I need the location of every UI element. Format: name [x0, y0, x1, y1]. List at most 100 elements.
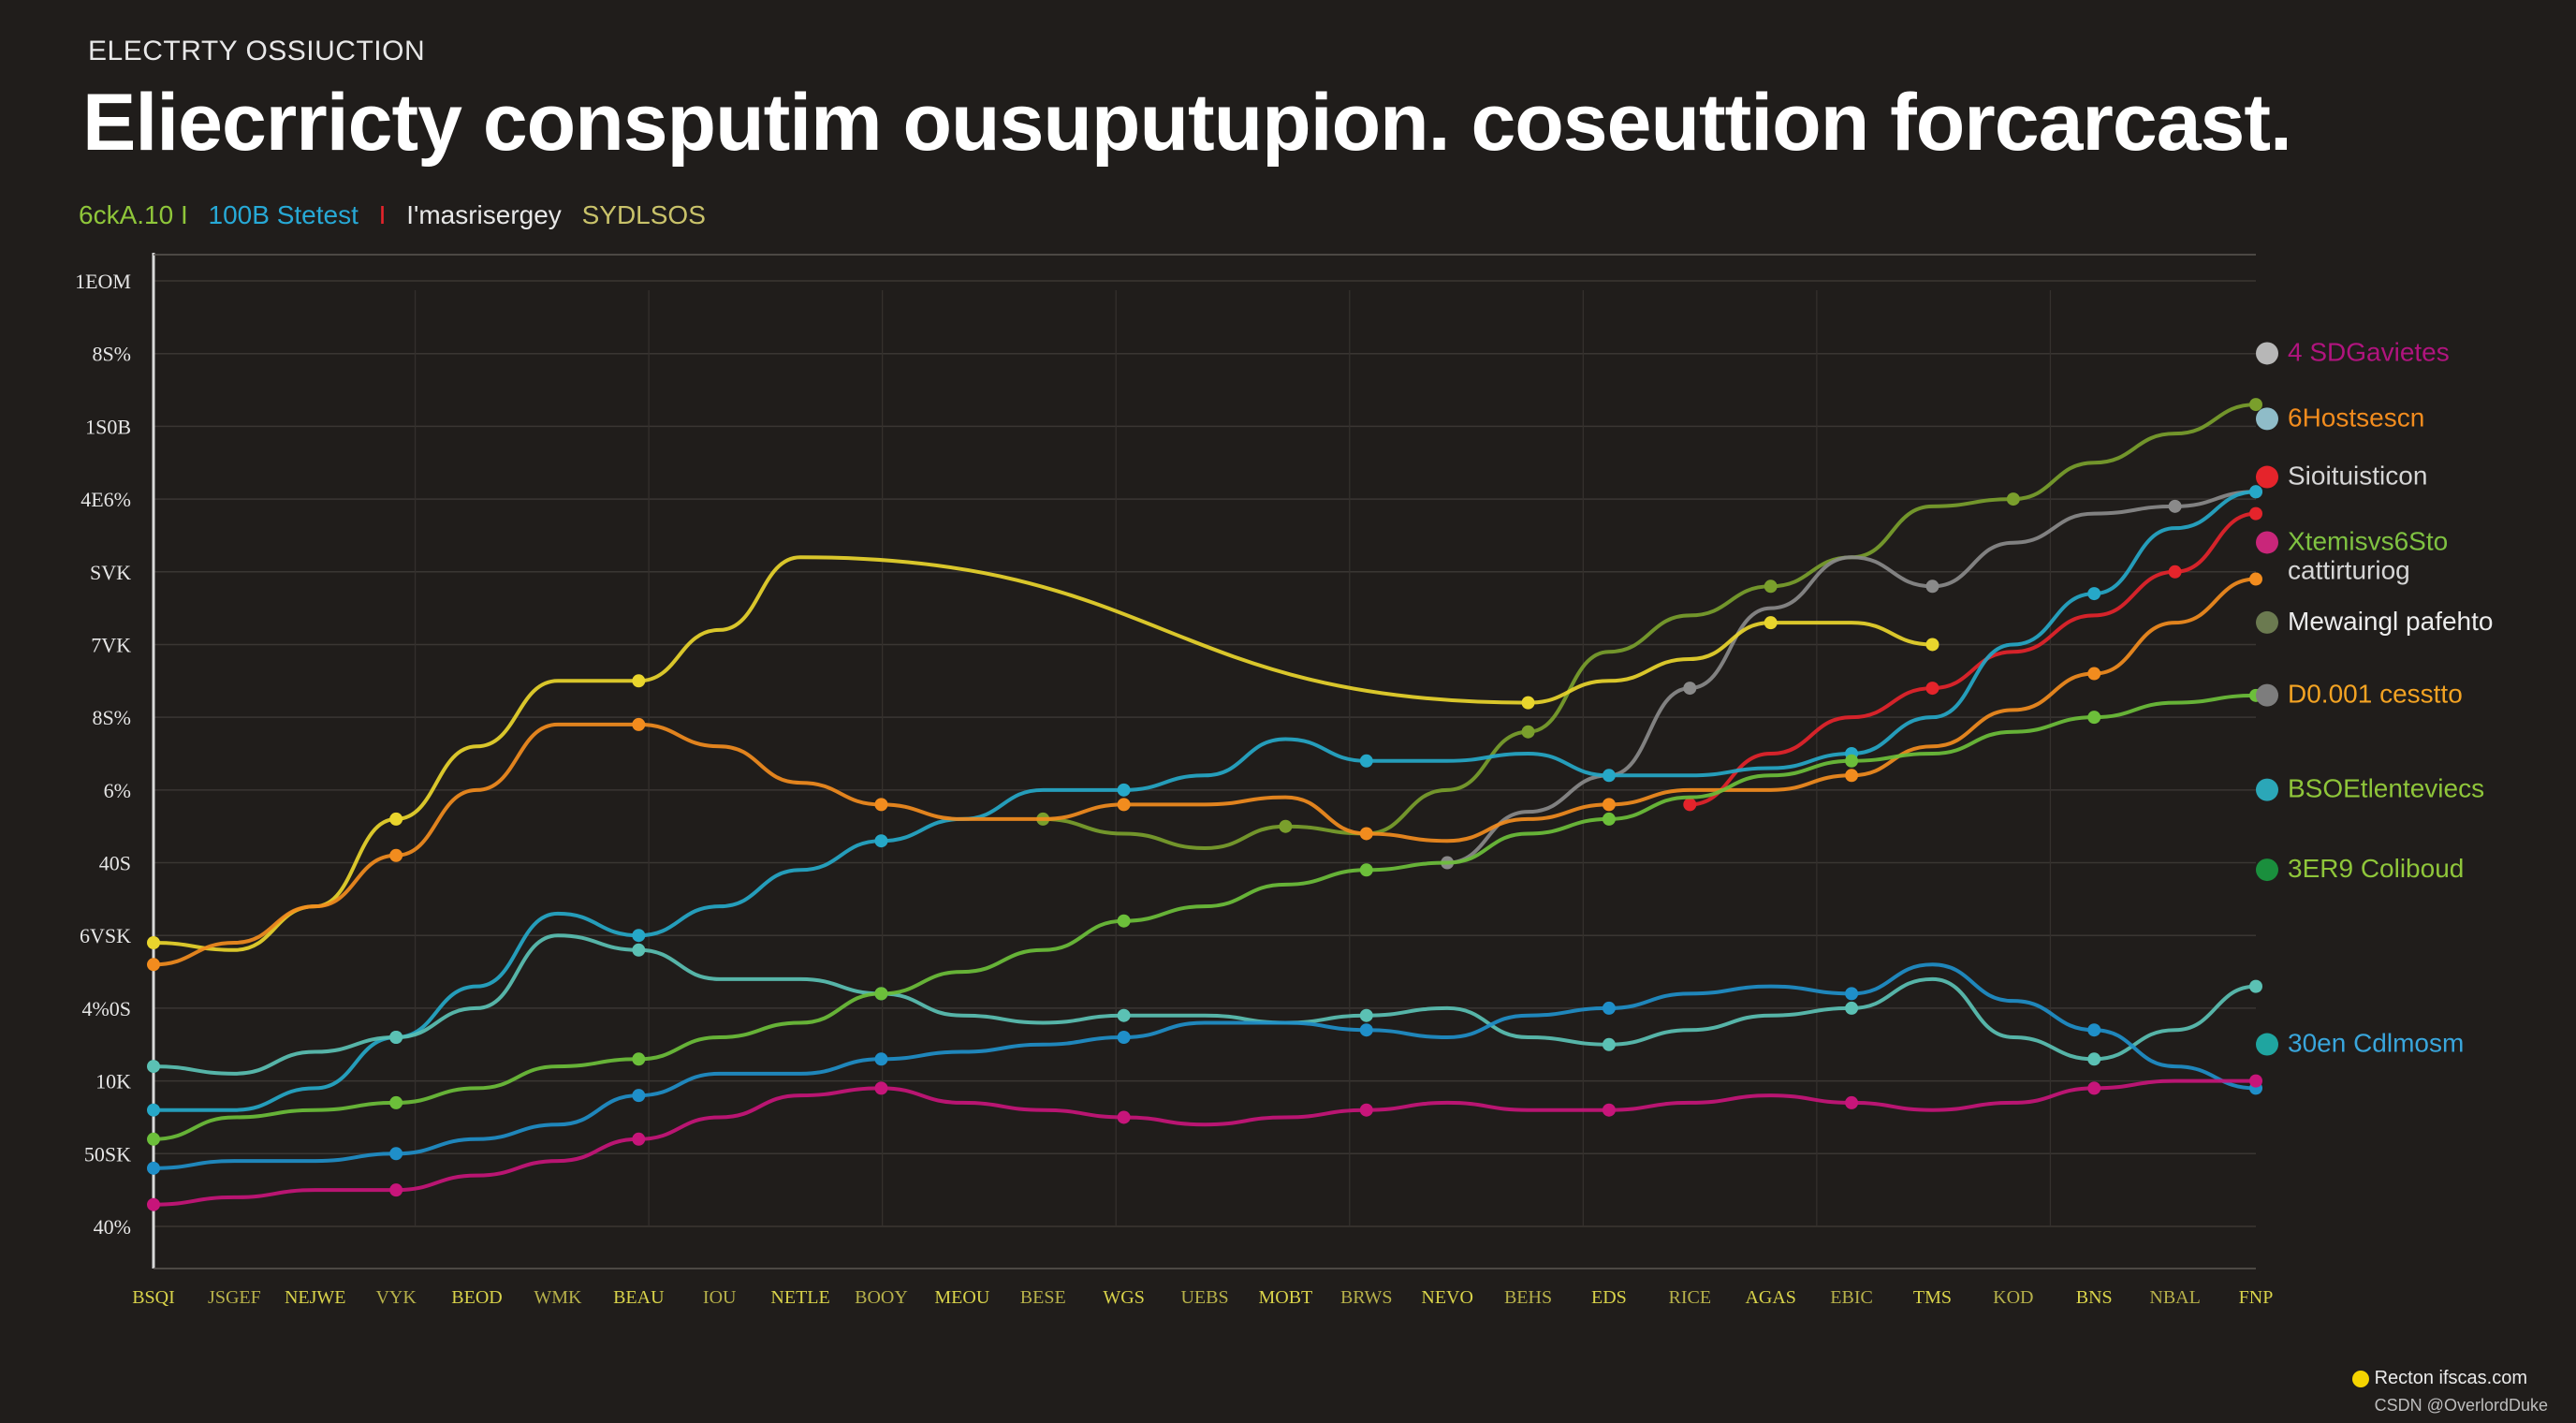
data-point: [2087, 711, 2101, 725]
chart-title: Eliecrricty consputim ousuputupion. cose…: [82, 78, 2292, 168]
data-point: [1117, 1110, 1131, 1124]
data-point: [2249, 398, 2262, 412]
y-tick-label: 40S: [99, 852, 131, 875]
x-tick-label: MOBT: [1258, 1287, 1312, 1308]
data-point: [2168, 499, 2182, 513]
data-point: [1845, 754, 1859, 768]
data-point: [2168, 565, 2182, 579]
label-dot: [2256, 407, 2278, 431]
chart-series: [147, 398, 2262, 1211]
data-point: [1602, 769, 1616, 783]
y-tick-label: 4E6%: [80, 488, 131, 511]
series-label: 6Hostsescn: [2288, 403, 2424, 432]
chart-supertitle: ELECTRTY OSSIUCTION: [88, 36, 426, 66]
series-label: D0.001 cesstto: [2288, 680, 2463, 709]
data-point: [1683, 798, 1697, 812]
data-point: [1359, 754, 1373, 768]
data-point: [1764, 616, 1778, 630]
x-tick-label: EDS: [1591, 1287, 1627, 1308]
series-line: [152, 555, 1935, 952]
data-point: [1845, 1095, 1859, 1109]
x-tick-label: MEOU: [934, 1287, 989, 1308]
label-dot: [2256, 465, 2278, 489]
x-tick-label: NBAL: [2149, 1287, 2200, 1308]
label-dot: [2256, 531, 2278, 554]
brand-label: Recton ifscas.com: [2351, 1368, 2527, 1389]
data-point: [2087, 587, 2101, 601]
data-point: [1845, 987, 1859, 1001]
data-point: [1359, 1023, 1373, 1037]
data-point: [1117, 1008, 1131, 1022]
top-legend-item: I'masrisergey: [406, 200, 562, 229]
data-point: [1602, 812, 1616, 826]
y-tick-label: 10K: [95, 1070, 131, 1093]
chart-axes: [152, 253, 2256, 1269]
x-tick-label: IOU: [703, 1287, 737, 1308]
data-point: [389, 1095, 403, 1109]
data-point: [874, 987, 888, 1001]
series-line: [152, 962, 2258, 1170]
x-tick-label: BOOY: [855, 1287, 908, 1308]
data-point: [1602, 798, 1616, 812]
data-point: [2087, 1081, 2101, 1095]
data-point: [389, 1031, 403, 1044]
label-dot: [2256, 778, 2278, 801]
y-tick-label: 50SK: [84, 1142, 131, 1166]
data-point: [632, 943, 646, 957]
data-point: [389, 812, 403, 826]
label-dot: [2256, 1033, 2278, 1056]
data-point: [1521, 696, 1535, 710]
top-legend-item: SYDLSOS: [581, 200, 706, 229]
x-tick-label: RICE: [1669, 1287, 1712, 1308]
data-point: [2249, 1074, 2262, 1088]
data-point: [632, 1052, 646, 1066]
data-point: [874, 1052, 888, 1066]
y-tick-label: 6%: [104, 779, 131, 802]
data-point: [389, 1147, 403, 1161]
brand-text: Recton ifscas.com: [2374, 1368, 2527, 1388]
data-point: [1521, 725, 1535, 739]
series-label: BSOEtlenteviecs: [2288, 774, 2484, 803]
data-point: [147, 1103, 160, 1117]
data-point: [2087, 1023, 2101, 1037]
series-label: 4 SDGavietes: [2288, 337, 2450, 366]
y-tick-label: SVK: [90, 561, 131, 584]
data-point: [874, 1081, 888, 1095]
x-tick-label: BEAU: [613, 1287, 665, 1308]
data-point: [1117, 798, 1131, 812]
data-point: [1359, 863, 1373, 877]
x-tick-label: BNS: [2076, 1287, 2113, 1308]
data-point: [1925, 638, 1939, 652]
x-tick-label: WMK: [534, 1287, 582, 1308]
y-tick-label: 1EOM: [75, 270, 131, 293]
series-label: 3ER9 Coliboud: [2288, 854, 2464, 883]
top-legend: 6ckA.10 I 100B Stetest I I'masrisergey S…: [79, 200, 719, 230]
x-tick-label: FNP: [2239, 1287, 2274, 1308]
series-label: Sioituisticon: [2288, 462, 2427, 491]
data-point: [389, 848, 403, 862]
data-point: [1845, 1001, 1859, 1015]
data-point: [1117, 914, 1131, 928]
data-point: [632, 717, 646, 731]
data-point: [874, 798, 888, 812]
x-tick-label: AGAS: [1745, 1287, 1795, 1308]
data-point: [147, 1132, 160, 1146]
data-point: [1602, 1001, 1616, 1015]
watermark: CSDN @OverlordDuke: [2374, 1396, 2548, 1415]
x-tick-label: NETLE: [770, 1287, 829, 1308]
data-point: [147, 1197, 160, 1211]
label-dot: [2256, 683, 2278, 707]
data-point: [1925, 682, 1939, 696]
x-tick-label: JSGEF: [208, 1287, 261, 1308]
series-line: [152, 577, 2258, 967]
data-point: [2249, 485, 2262, 499]
y-tick-label: 8S%: [92, 343, 131, 366]
data-point: [632, 1089, 646, 1103]
series-label: Xtemisvs6Sto: [2288, 526, 2448, 555]
series-label: cattirturiog: [2288, 556, 2410, 585]
data-point: [2249, 979, 2262, 993]
data-point: [632, 674, 646, 688]
data-point: [389, 1183, 403, 1197]
series-line: [152, 933, 2258, 1076]
